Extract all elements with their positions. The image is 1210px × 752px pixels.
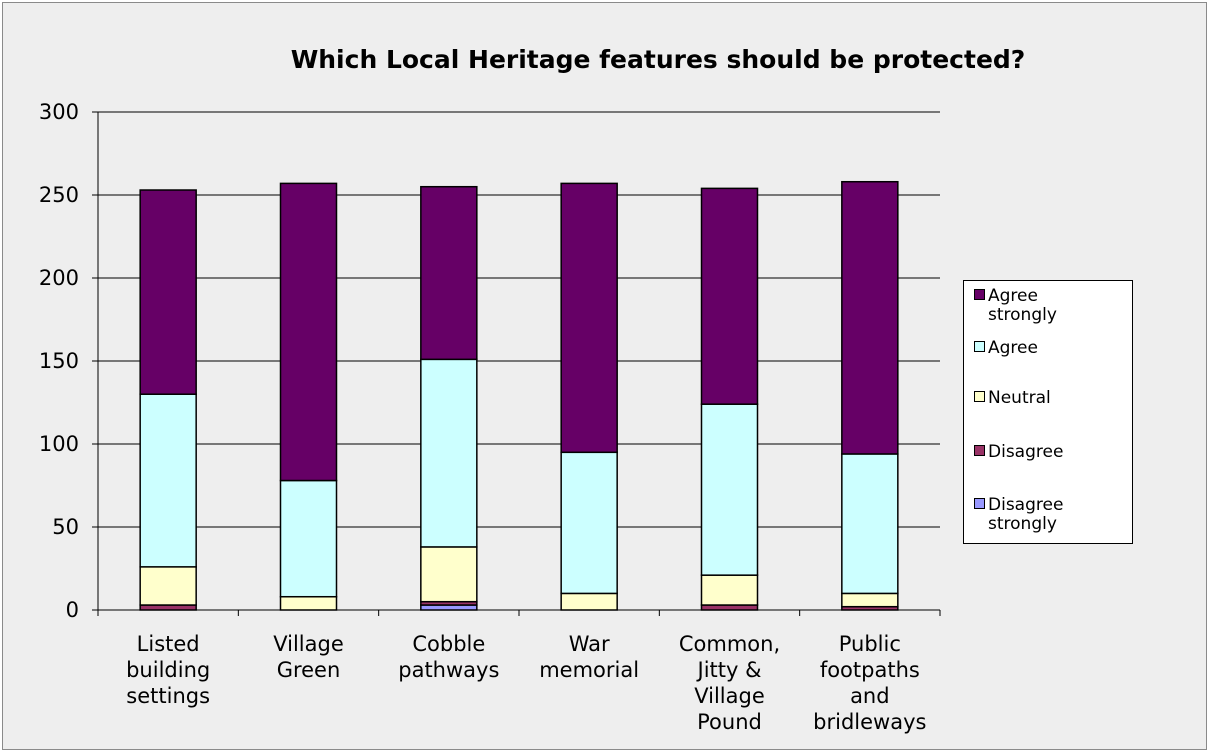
legend-swatch [974,341,985,352]
legend-item: Agree strongly [974,287,1108,325]
y-tick-label: 0 [65,598,79,622]
bar-segment-agree-strongly [279,182,338,482]
bar-segment-agree [139,393,197,568]
x-category-label-line: Village [273,632,344,656]
x-category-label-line: War [568,632,610,656]
x-category-label-line: bridleways [813,710,927,734]
y-tick-label: 150 [38,349,79,373]
legend-label: Neutral [988,388,1051,408]
x-category-label-line: footpaths [819,658,920,682]
bar-segment-agree-strongly [560,182,618,454]
legend-label: Disagree [988,442,1064,462]
bar-segment-neutral [841,592,899,608]
bar-segment-agree [279,479,338,598]
x-category-label: Public footpaths and bridleways [800,631,940,735]
legend-swatch [974,289,985,300]
bar-segment-agree-strongly [139,189,197,395]
x-category-label: Common, Jitty & Village Pound [660,631,800,735]
legend-label: Disagree strongly [988,495,1064,534]
chart-title: Which Local Heritage features should be … [290,45,1026,74]
x-category-label-line: Public [838,632,901,656]
x-category-label: War memorial [519,631,659,683]
x-category-label-line: Listed [136,632,200,656]
x-category-label: Village Green [239,631,379,683]
y-tick-label: 300 [38,100,79,124]
bar-segment-neutral [560,592,618,611]
bar-segment-agree [700,403,759,576]
bar-segment-neutral [139,566,197,606]
x-category-label-line: and [850,684,890,708]
x-category-label-line: Jitty & [697,658,762,682]
bar-segment-agree-strongly [700,187,759,405]
legend-swatch [974,391,985,402]
legend-item: Disagree [974,443,1108,462]
x-category-label-line: memorial [539,658,640,682]
x-category-label-line: Common, [678,632,781,656]
x-category-label-line: pathways [398,658,500,682]
bar-segment-agree-strongly [420,185,478,361]
bar-segment-neutral [420,546,478,603]
y-tick-label: 200 [38,266,79,290]
bar-segment-neutral [700,574,759,606]
bar-segment-agree [420,358,478,548]
y-tick-label: 250 [38,183,79,207]
y-tick-label: 100 [38,432,79,456]
x-category-label-line: settings [126,684,211,708]
legend-item: Agree [974,339,1108,358]
legend-item: Disagree strongly [974,496,1108,534]
x-category-label-line: Green [276,658,341,682]
x-category-label-line: Cobble [412,632,486,656]
legend-item: Neutral [974,389,1108,408]
x-category-label-line: Pound [697,710,762,734]
x-category-label: Listed building settings [98,631,238,709]
x-category-label-line: building [126,658,211,682]
legend-swatch [974,498,985,509]
bar-segment-neutral [279,595,338,611]
bar-segment-agree [560,451,618,595]
x-category-label-line: Village [694,684,765,708]
legend-swatch [974,445,985,456]
bar-segment-agree-strongly [841,180,899,455]
x-category-label: Cobble pathways [379,631,519,683]
legend-label: Agree [988,338,1038,358]
bar-segment-agree [841,453,899,595]
legend: Agree strongly Agree Neutral Disagree Disagre… [963,280,1133,544]
y-tick-label: 50 [52,515,79,539]
legend-label: Agree strongly [988,286,1057,325]
chart-plot [92,111,941,616]
